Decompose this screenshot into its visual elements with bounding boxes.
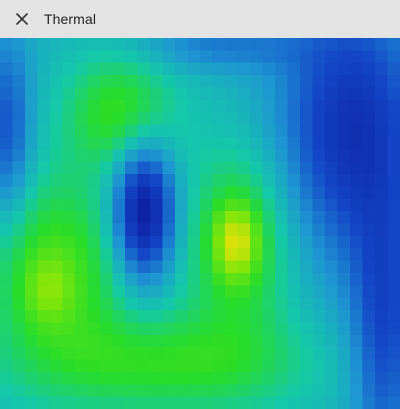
top-bar: Thermal (0, 0, 400, 38)
thermal-image (0, 38, 400, 409)
close-icon (16, 13, 28, 25)
close-button[interactable] (12, 9, 32, 29)
thermal-heatmap (0, 38, 400, 409)
page-title: Thermal (44, 11, 97, 27)
